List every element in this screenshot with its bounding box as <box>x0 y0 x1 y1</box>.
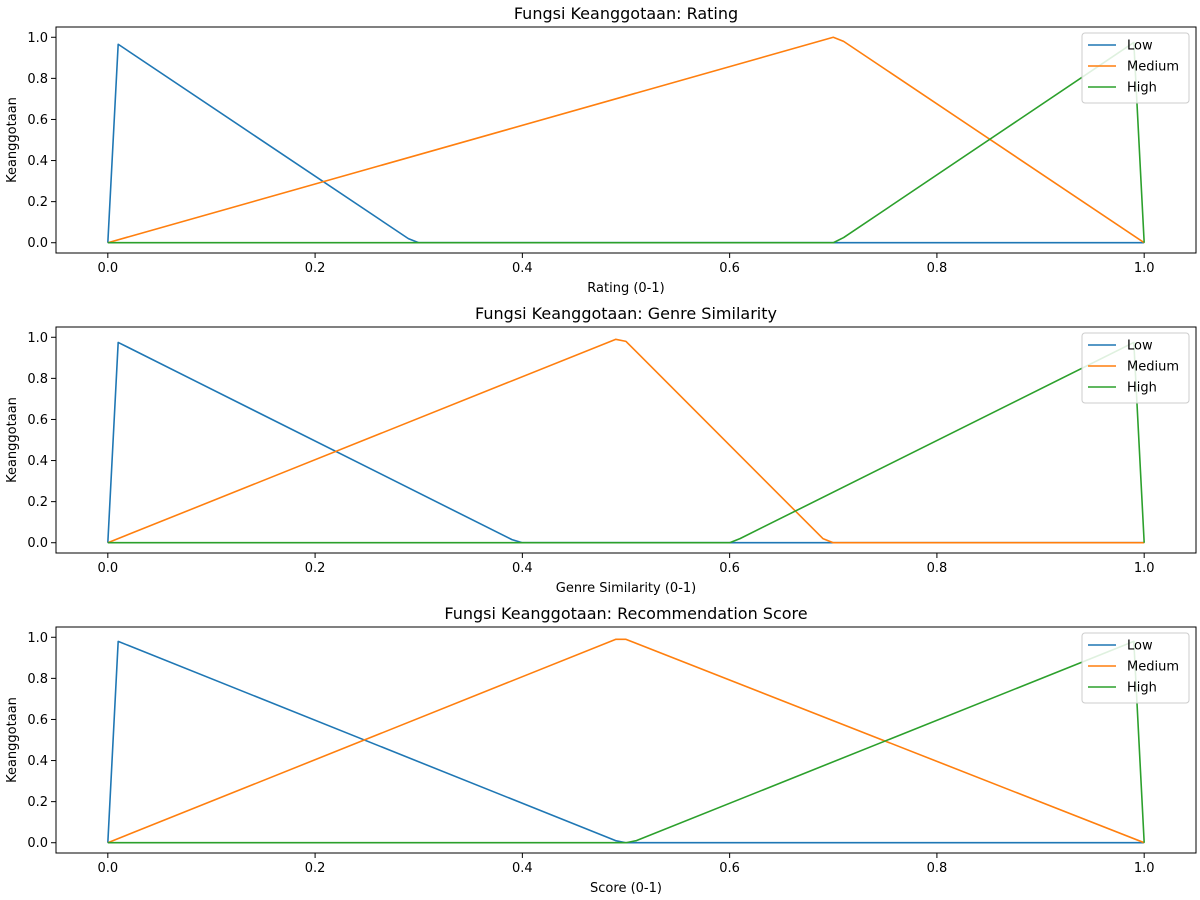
y-tick-label: 1.0 <box>27 631 48 646</box>
x-tick-label: 0.4 <box>512 261 533 276</box>
plot-frame <box>55 326 1197 554</box>
plot-frame <box>55 26 1197 254</box>
x-tick-label: 0.6 <box>719 261 740 276</box>
y-tick-label: 0.2 <box>27 495 48 510</box>
subplot-1: Fungsi Keanggotaan: Rating 0.0 0.2 0.4 0.6 0.… <box>5 4 1197 296</box>
series-line-high <box>107 41 1145 244</box>
y-axis-label: Keanggotaan <box>5 697 20 783</box>
legend-label-low: Low <box>1127 339 1153 354</box>
y-tick-label: 1.0 <box>27 331 48 346</box>
legend-label-high: High <box>1127 381 1157 396</box>
y-tick-label: 0.4 <box>27 754 48 769</box>
x-tick-label: 0.8 <box>927 861 948 876</box>
legend-box <box>1081 32 1190 104</box>
x-axis-label: Genre Similarity (0-1) <box>556 581 696 596</box>
y-tick-label: 0.4 <box>27 454 48 469</box>
x-tick-label: 0.8 <box>927 261 948 276</box>
series-line-low <box>107 341 1145 544</box>
x-tick-label: 0.2 <box>305 261 326 276</box>
legend: Low Medium High <box>1081 332 1190 404</box>
x-tick-label: 0.6 <box>719 561 740 576</box>
x-tick-label: 0.6 <box>719 861 740 876</box>
y-axis-label: Keanggotaan <box>5 397 20 483</box>
legend-label-low: Low <box>1127 39 1153 54</box>
legend-label-low: Low <box>1127 639 1153 654</box>
y-tick-label: 0.6 <box>27 713 48 728</box>
x-axis-label: Score (0-1) <box>590 881 662 896</box>
chart-title: Fungsi Keanggotaan: Genre Similarity <box>475 304 777 323</box>
x-tick-label: 1.0 <box>1134 861 1155 876</box>
y-tick-label: 0.6 <box>27 413 48 428</box>
series-line-medium <box>107 338 1145 544</box>
legend-label-medium: Medium <box>1127 60 1179 75</box>
y-tick-label: 0.2 <box>27 795 48 810</box>
x-tick-label: 0.4 <box>512 861 533 876</box>
subplot-2: Fungsi Keanggotaan: Genre Similarity 0.0 0… <box>5 304 1197 596</box>
legend: Low Medium High <box>1081 32 1190 104</box>
y-tick-label: 0.0 <box>27 536 48 551</box>
legend-label-high: High <box>1127 681 1157 696</box>
y-tick-label: 0.6 <box>27 113 48 128</box>
chart-title: Fungsi Keanggotaan: Rating <box>514 4 738 23</box>
y-axis-label: Keanggotaan <box>5 97 20 183</box>
x-tick-label: 0.0 <box>97 861 118 876</box>
y-tick-label: 1.0 <box>27 31 48 46</box>
series-line-high <box>107 640 1145 844</box>
legend-box <box>1081 332 1190 404</box>
series-line-high <box>107 341 1145 544</box>
chart-title: Fungsi Keanggotaan: Recommendation Score <box>444 604 807 623</box>
series-line-medium <box>107 36 1145 244</box>
legend: Low Medium High <box>1081 632 1190 704</box>
y-tick-label: 0.4 <box>27 154 48 169</box>
series-line-medium <box>107 638 1145 844</box>
y-tick-label: 0.8 <box>27 372 48 387</box>
x-tick-label: 0.4 <box>512 561 533 576</box>
legend-box <box>1081 632 1190 704</box>
legend-label-medium: Medium <box>1127 360 1179 375</box>
x-tick-label: 0.8 <box>927 561 948 576</box>
x-tick-label: 0.2 <box>305 861 326 876</box>
legend-label-medium: Medium <box>1127 660 1179 675</box>
y-tick-label: 0.8 <box>27 72 48 87</box>
subplot-3: Fungsi Keanggotaan: Recommendation Score… <box>5 604 1197 896</box>
series-line-low <box>107 43 1145 244</box>
x-tick-label: 0.0 <box>97 261 118 276</box>
x-axis-label: Rating (0-1) <box>587 281 664 296</box>
legend-label-high: High <box>1127 81 1157 96</box>
x-tick-label: 0.2 <box>305 561 326 576</box>
x-tick-label: 1.0 <box>1134 261 1155 276</box>
plot-frame <box>55 626 1197 854</box>
x-tick-label: 1.0 <box>1134 561 1155 576</box>
y-tick-label: 0.2 <box>27 195 48 210</box>
x-tick-label: 0.0 <box>97 561 118 576</box>
series-line-low <box>107 640 1145 844</box>
y-tick-label: 0.0 <box>27 836 48 851</box>
y-tick-label: 0.8 <box>27 672 48 687</box>
y-tick-label: 0.0 <box>27 236 48 251</box>
